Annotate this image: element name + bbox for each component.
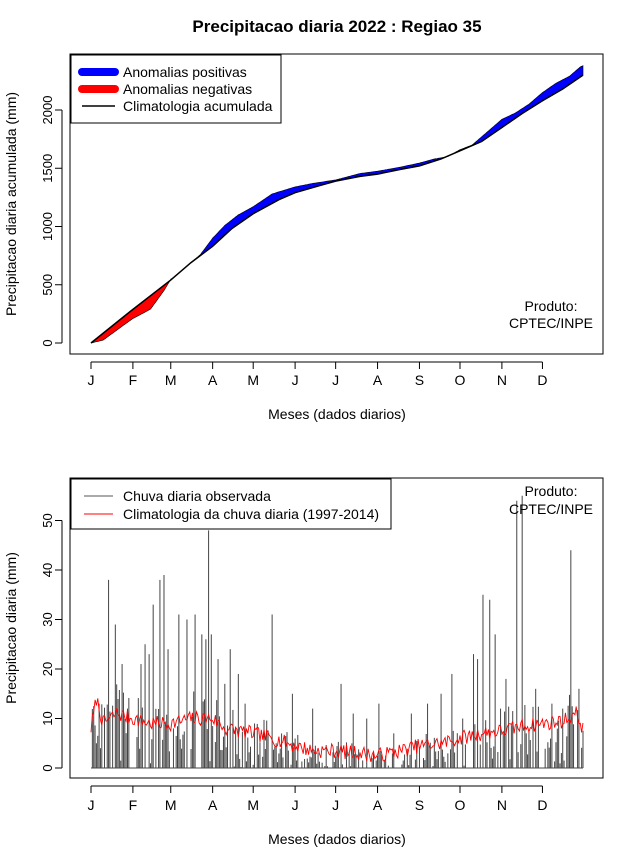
climatology-accumulated-line xyxy=(90,74,584,344)
x-axis-label: Meses (dados diarios) xyxy=(268,831,406,847)
y-tick-label: 0 xyxy=(40,339,55,346)
y-tick-label: 10 xyxy=(40,711,55,725)
y-tick-label: 20 xyxy=(40,662,55,676)
legend-box xyxy=(70,478,392,530)
legend-label: Climatologia da chuva diaria (1997-2014) xyxy=(123,506,379,522)
x-tick-label: S xyxy=(415,797,424,813)
legend-label: Anomalias positivas xyxy=(123,64,247,80)
y-tick-label: 2000 xyxy=(40,96,55,125)
x-tick-label: M xyxy=(247,372,259,388)
legend-label: Climatologia acumulada xyxy=(123,98,273,114)
annotation-text: CPTEC/INPE xyxy=(509,315,593,331)
x-tick-label: A xyxy=(208,797,218,813)
x-tick-label: M xyxy=(165,797,177,813)
annotation-text: Produto: xyxy=(525,483,578,499)
y-axis-label: Precipitacao diaria acumulada (mm) xyxy=(3,92,19,316)
x-tick-label: M xyxy=(247,797,259,813)
x-tick-label: J xyxy=(88,797,95,813)
x-tick-label: A xyxy=(208,372,218,388)
x-tick-label: D xyxy=(537,797,547,813)
x-tick-label: J xyxy=(292,372,299,388)
chart-title: Precipitacao diaria 2022 : Regiao 35 xyxy=(192,17,481,36)
climatology-daily-line xyxy=(90,698,584,763)
x-tick-label: N xyxy=(497,797,507,813)
y-axis-label: Precipitacao diaria (mm) xyxy=(3,552,19,704)
positive-anomaly-area xyxy=(451,65,584,155)
plot-frame xyxy=(69,477,604,779)
x-tick-label: A xyxy=(373,797,383,813)
x-axis-label: Meses (dados diarios) xyxy=(268,406,406,422)
y-tick-label: 1000 xyxy=(40,212,55,241)
y-tick-label: 0 xyxy=(40,764,55,771)
legend-label: Chuva diaria observada xyxy=(123,488,271,504)
x-tick-label: O xyxy=(455,372,466,388)
x-tick-label: A xyxy=(373,372,383,388)
observed-daily-rain-series xyxy=(91,495,584,768)
x-tick-label: S xyxy=(415,372,424,388)
x-tick-label: D xyxy=(537,372,547,388)
x-tick-label: J xyxy=(332,797,339,813)
annotation-text: Produto: xyxy=(525,298,578,314)
x-tick-label: F xyxy=(129,372,138,388)
y-tick-label: 50 xyxy=(40,513,55,527)
y-tick-label: 1500 xyxy=(40,154,55,183)
legend: Chuva diaria observada Climatologia da ch… xyxy=(70,478,392,530)
annotation-text: CPTEC/INPE xyxy=(509,501,593,517)
positive-anomaly-area xyxy=(170,156,447,281)
x-tick-label: J xyxy=(88,372,95,388)
x-tick-label: N xyxy=(497,372,507,388)
y-tick-label: 40 xyxy=(40,563,55,577)
accumulated-panel: 0 500 1000 1500 2000 Precipitacao diaria acum… xyxy=(3,53,604,422)
x-tick-label: O xyxy=(455,797,466,813)
x-tick-label: J xyxy=(332,372,339,388)
daily-panel: 0 10 20 30 40 50 Precipitacao diaria (mm) J F M A M… xyxy=(3,477,604,847)
x-tick-label: J xyxy=(292,797,299,813)
x-tick-label: F xyxy=(129,797,138,813)
y-tick-label: 30 xyxy=(40,612,55,626)
y-tick-label: 500 xyxy=(40,274,55,296)
x-tick-label: M xyxy=(165,372,177,388)
plot-frame xyxy=(69,53,604,355)
legend-label: Anomalias negativas xyxy=(123,81,252,97)
